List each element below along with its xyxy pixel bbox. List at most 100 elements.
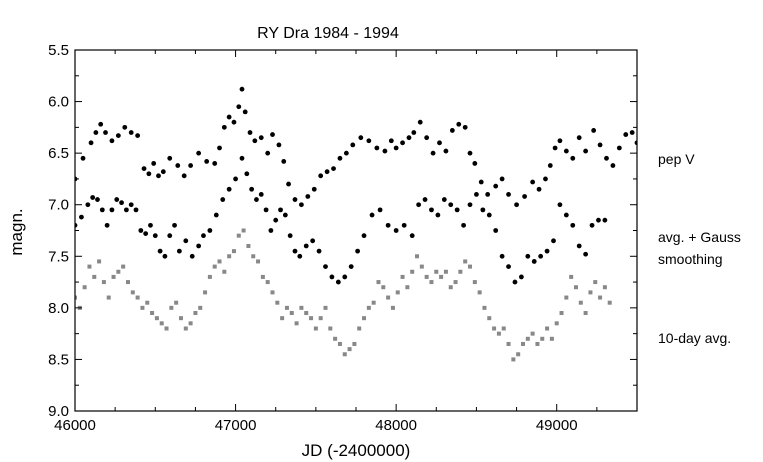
data-point <box>348 264 354 269</box>
data-point <box>246 243 251 248</box>
data-point <box>289 311 294 316</box>
data-point <box>258 192 264 197</box>
data-point <box>477 290 482 295</box>
data-point <box>227 254 232 259</box>
data-point <box>122 124 128 130</box>
data-point <box>109 207 115 213</box>
data-point <box>231 119 237 125</box>
data-point <box>544 248 550 254</box>
data-point <box>602 217 608 223</box>
data-point <box>512 279 518 285</box>
data-point <box>376 280 381 285</box>
data-point <box>395 290 400 295</box>
data-point <box>292 248 298 254</box>
data-point <box>467 150 473 156</box>
series-2 <box>75 228 612 362</box>
data-point <box>281 158 287 164</box>
data-point <box>282 212 288 218</box>
data-point <box>263 207 269 213</box>
data-point <box>499 253 505 259</box>
y-axis-title: magn. <box>7 208 26 255</box>
y-tick-label: 7.0 <box>48 197 69 214</box>
data-point <box>152 233 158 239</box>
data-point <box>116 269 121 274</box>
data-point <box>417 119 423 125</box>
data-point <box>393 145 399 151</box>
data-point <box>597 142 603 148</box>
data-point <box>478 179 484 185</box>
data-point <box>268 228 274 233</box>
data-point <box>604 155 609 161</box>
data-point <box>454 207 460 213</box>
x-tick-label: 46000 <box>54 417 96 434</box>
data-point <box>151 161 157 166</box>
data-point <box>576 243 582 249</box>
data-point <box>545 326 550 331</box>
data-point <box>104 222 110 228</box>
data-point <box>557 202 563 208</box>
data-point <box>564 295 569 300</box>
data-point <box>115 133 121 139</box>
data-point <box>337 341 342 346</box>
data-point <box>422 197 428 202</box>
data-point <box>406 135 412 141</box>
data-point <box>133 207 139 213</box>
data-point <box>424 135 430 141</box>
data-point <box>530 179 536 185</box>
series-label-0: pep V <box>658 151 695 167</box>
data-point <box>518 274 524 280</box>
data-point <box>583 311 588 316</box>
data-point <box>313 326 318 331</box>
data-point <box>324 169 330 175</box>
data-point <box>467 202 473 208</box>
data-point <box>198 305 203 310</box>
data-point <box>366 138 372 144</box>
data-point <box>516 352 521 357</box>
data-point <box>443 148 449 154</box>
data-point <box>111 274 116 279</box>
series-layer <box>75 86 637 362</box>
data-point <box>103 130 108 135</box>
data-point <box>472 161 478 166</box>
data-point <box>514 202 519 208</box>
data-point <box>499 176 505 182</box>
data-point <box>97 259 102 264</box>
data-point <box>318 316 323 321</box>
data-point <box>366 305 371 310</box>
data-point <box>135 295 140 300</box>
data-point <box>520 341 525 346</box>
data-point <box>92 274 97 279</box>
data-point <box>493 183 499 189</box>
data-point <box>342 274 348 280</box>
data-point <box>335 279 341 285</box>
data-point <box>361 233 367 239</box>
data-point <box>239 155 245 161</box>
series-label-1: avg. + Gauss smoothing <box>658 229 741 267</box>
data-point <box>275 300 280 305</box>
data-point <box>254 197 259 202</box>
data-point <box>164 326 169 331</box>
data-point <box>145 300 150 305</box>
data-point <box>493 228 499 233</box>
data-point <box>140 305 145 310</box>
data-point <box>175 163 181 168</box>
data-point <box>157 248 163 254</box>
y-tick-label: 8.0 <box>48 300 69 317</box>
data-point <box>207 228 213 233</box>
data-point <box>294 321 299 326</box>
data-point <box>95 197 100 202</box>
data-point <box>429 280 434 285</box>
data-point <box>160 169 166 175</box>
data-point <box>231 249 236 254</box>
data-point <box>401 222 407 228</box>
data-point <box>522 194 527 199</box>
data-point <box>589 222 595 228</box>
data-point <box>79 214 84 220</box>
data-point <box>203 290 208 295</box>
data-point <box>256 259 261 264</box>
x-tick-label: 49000 <box>536 417 578 434</box>
y-tick-label: 8.5 <box>48 351 69 368</box>
data-point <box>292 197 298 202</box>
data-point <box>540 336 545 341</box>
